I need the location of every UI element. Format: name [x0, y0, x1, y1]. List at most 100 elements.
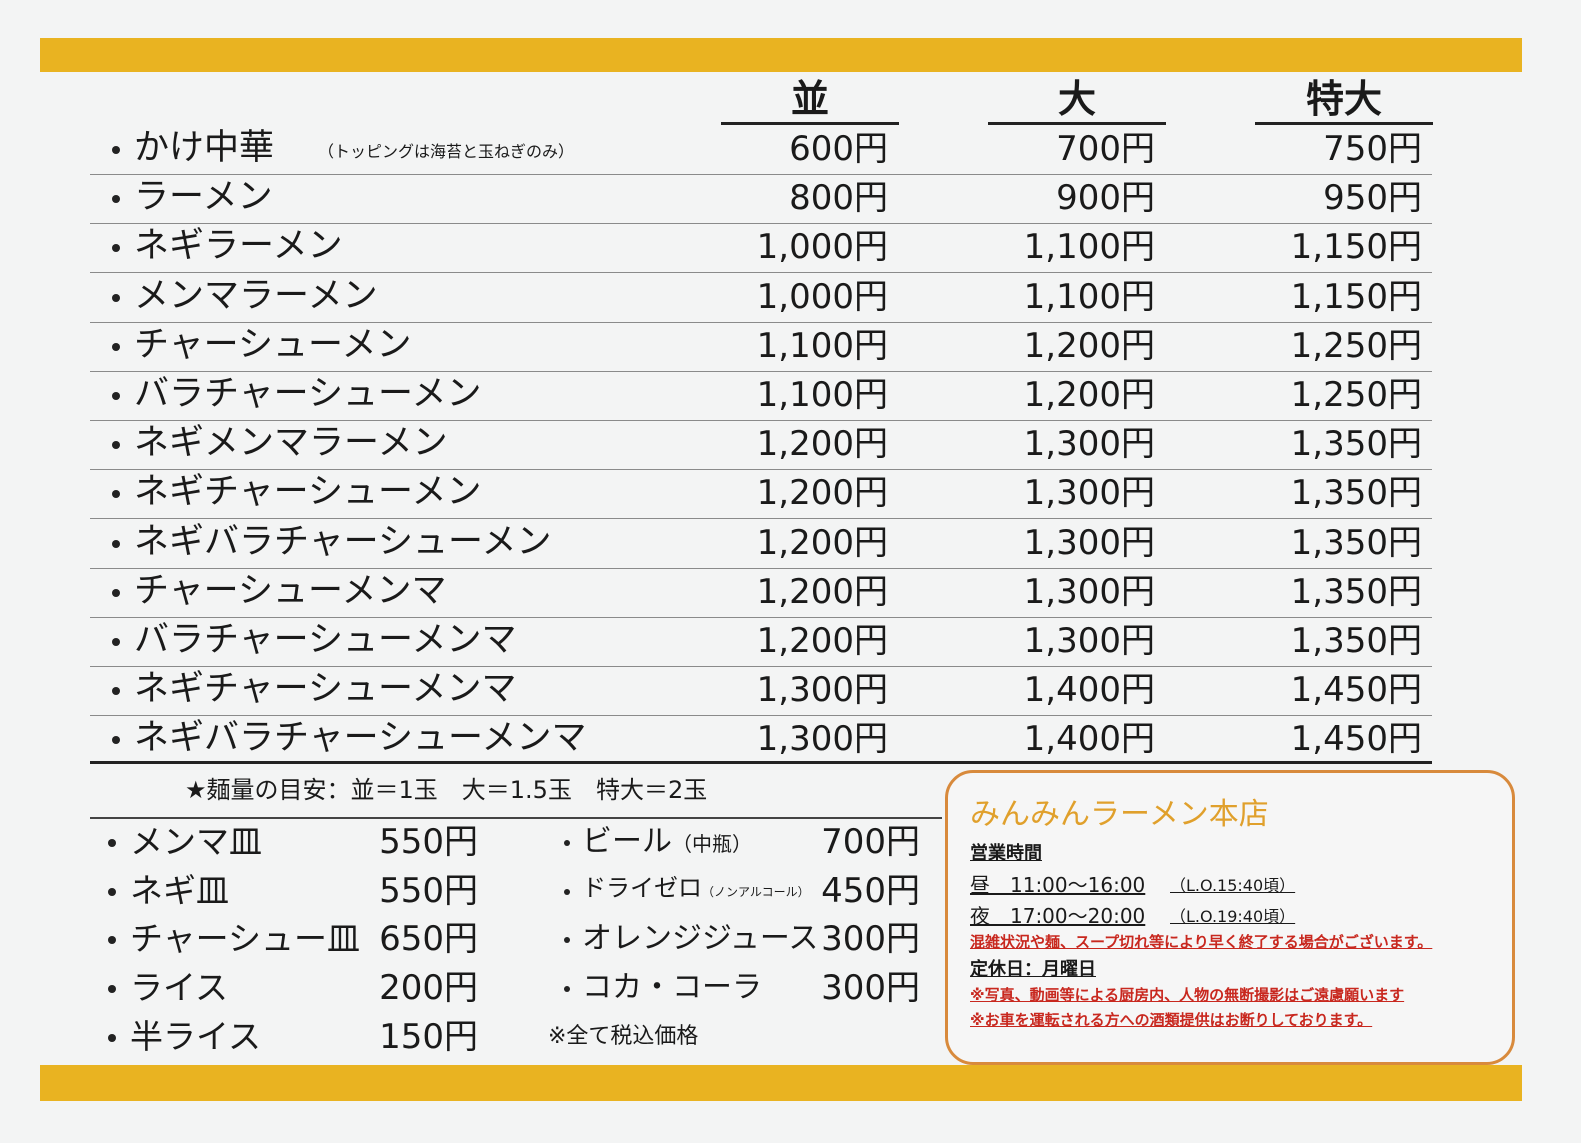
side-price: 550円 — [379, 822, 478, 862]
lunch-hours: 昼 11:00〜16:00 — [970, 873, 1146, 897]
side-name: チャーシュー皿 — [130, 919, 361, 959]
drink-name: コカ・コーラ — [582, 970, 762, 1006]
bullet — [112, 736, 120, 745]
bullet — [108, 839, 116, 847]
info-box — [945, 770, 1515, 1065]
column-header: 大 — [1057, 77, 1096, 121]
item-price: 1,150円 — [1290, 227, 1422, 268]
bullet — [112, 539, 120, 548]
side-name: メンマ皿 — [130, 822, 262, 861]
item-price: 1,250円 — [1290, 375, 1422, 415]
row-divider — [90, 469, 1432, 471]
bullet — [564, 888, 570, 895]
drink-price: 450円 — [821, 870, 920, 911]
sides-rule — [90, 817, 942, 819]
bullet — [112, 588, 120, 597]
side-name: ライス — [130, 968, 229, 1008]
bullet — [108, 1033, 116, 1042]
bullet — [564, 986, 570, 993]
column-header: 特大 — [1305, 77, 1382, 121]
bullet — [112, 293, 120, 302]
side-price: 150円 — [379, 1016, 478, 1057]
item-price: 750円 — [1323, 129, 1422, 169]
row-divider — [90, 174, 1432, 175]
drink-note: （ノンアルコール） — [702, 884, 810, 899]
row-divider — [90, 223, 1432, 225]
item-price: 1,200円 — [756, 424, 888, 465]
item-name: メンマラーメン — [134, 275, 378, 316]
item-price: 1,100円 — [1023, 276, 1155, 317]
item-price: 1,150円 — [1290, 276, 1422, 317]
closed-day: 定休日：月曜日 — [970, 959, 1096, 980]
hours-heading: 営業時間 — [970, 843, 1042, 864]
item-price: 1,000円 — [756, 227, 888, 268]
bullet — [564, 937, 570, 944]
item-price: 1,200円 — [756, 473, 888, 514]
row-divider — [90, 321, 1432, 323]
item-price: 1,300円 — [1023, 424, 1155, 465]
row-divider — [90, 616, 1432, 618]
row-divider — [90, 420, 1432, 421]
top-stripe — [40, 38, 1522, 72]
bullet — [112, 342, 120, 351]
drink-name: オレンジジュース — [582, 921, 819, 957]
side-name: 半ライス — [130, 1016, 262, 1056]
notice: 混雑状況や麺、スープ切れ等により早く終了する場合がございます。 — [970, 933, 1433, 951]
column-header: 並 — [790, 77, 829, 121]
dinner-hours: 夜 17:00〜20:00 — [970, 904, 1146, 928]
side-name: ネギ皿 — [130, 870, 229, 910]
side-price: 650円 — [379, 919, 478, 960]
item-price: 1,200円 — [756, 621, 888, 661]
bullet — [108, 985, 116, 994]
item-name: かけ中華 — [134, 128, 275, 168]
menu-bottom-rule — [90, 761, 1432, 764]
drink-name: ドライゼロ（ノンアルコール） — [582, 873, 810, 902]
bullet — [112, 638, 120, 646]
item-price: 1,350円 — [1290, 571, 1422, 612]
rule: ※写真、動画等による厨房内、人物の無断撮影はご遠慮願います — [970, 986, 1405, 1004]
item-price: 1,000円 — [756, 276, 888, 317]
bullet — [112, 441, 120, 450]
item-price: 800円 — [789, 178, 888, 219]
row-divider — [90, 666, 1432, 667]
item-name: ネギバラチャーシューメンマ — [134, 718, 587, 759]
item-price: 1,350円 — [1290, 473, 1422, 514]
drink-note: （中瓶） — [672, 832, 752, 856]
item-name: ネギチャーシューメンマ — [134, 669, 517, 710]
item-price: 1,100円 — [756, 325, 888, 366]
item-price: 1,200円 — [756, 522, 888, 563]
item-price: 1,450円 — [1290, 719, 1422, 760]
item-price: 1,350円 — [1290, 522, 1422, 563]
header-underline — [988, 122, 1166, 125]
header-underline — [1255, 122, 1433, 125]
side-price: 550円 — [379, 870, 478, 911]
rule: ※お車を運転される方への酒類提供はお断りしております。 — [970, 1011, 1373, 1029]
item-name: ネギメンマラーメン — [134, 423, 448, 464]
bullet — [564, 840, 570, 846]
item-price: 600円 — [789, 129, 888, 169]
row-divider — [90, 370, 1432, 372]
item-name: チャーシューメン — [134, 324, 412, 365]
info-title: みんみんラーメン本店 — [970, 797, 1269, 832]
item-name: ネギバラチャーシューメン — [134, 521, 552, 562]
item-price: 1,200円 — [1023, 325, 1155, 366]
dinner-lo: （L.O.19:40頃） — [1170, 907, 1296, 926]
bullet — [108, 887, 116, 896]
row-divider — [90, 518, 1432, 520]
item-note: （トッピングは海苔と玉ねぎのみ） — [318, 142, 575, 161]
row-divider — [90, 567, 1432, 569]
item-name: ネギラーメン — [134, 226, 343, 267]
item-name: ネギチャーシューメン — [134, 472, 482, 513]
item-price: 1,200円 — [1023, 375, 1155, 415]
row-divider — [90, 715, 1432, 717]
item-price: 1,100円 — [1023, 227, 1155, 268]
noodle-note: ★麺量の目安：並＝1玉 大＝1.5玉 特大＝2玉 — [185, 776, 708, 804]
bullet — [112, 687, 120, 696]
item-price: 1,300円 — [1023, 522, 1155, 563]
bullet — [108, 936, 116, 945]
item-price: 1,250円 — [1290, 325, 1422, 366]
item-price: 1,400円 — [1023, 719, 1155, 760]
item-price: 1,100円 — [756, 375, 888, 415]
item-name: チャーシューメンマ — [134, 570, 447, 611]
